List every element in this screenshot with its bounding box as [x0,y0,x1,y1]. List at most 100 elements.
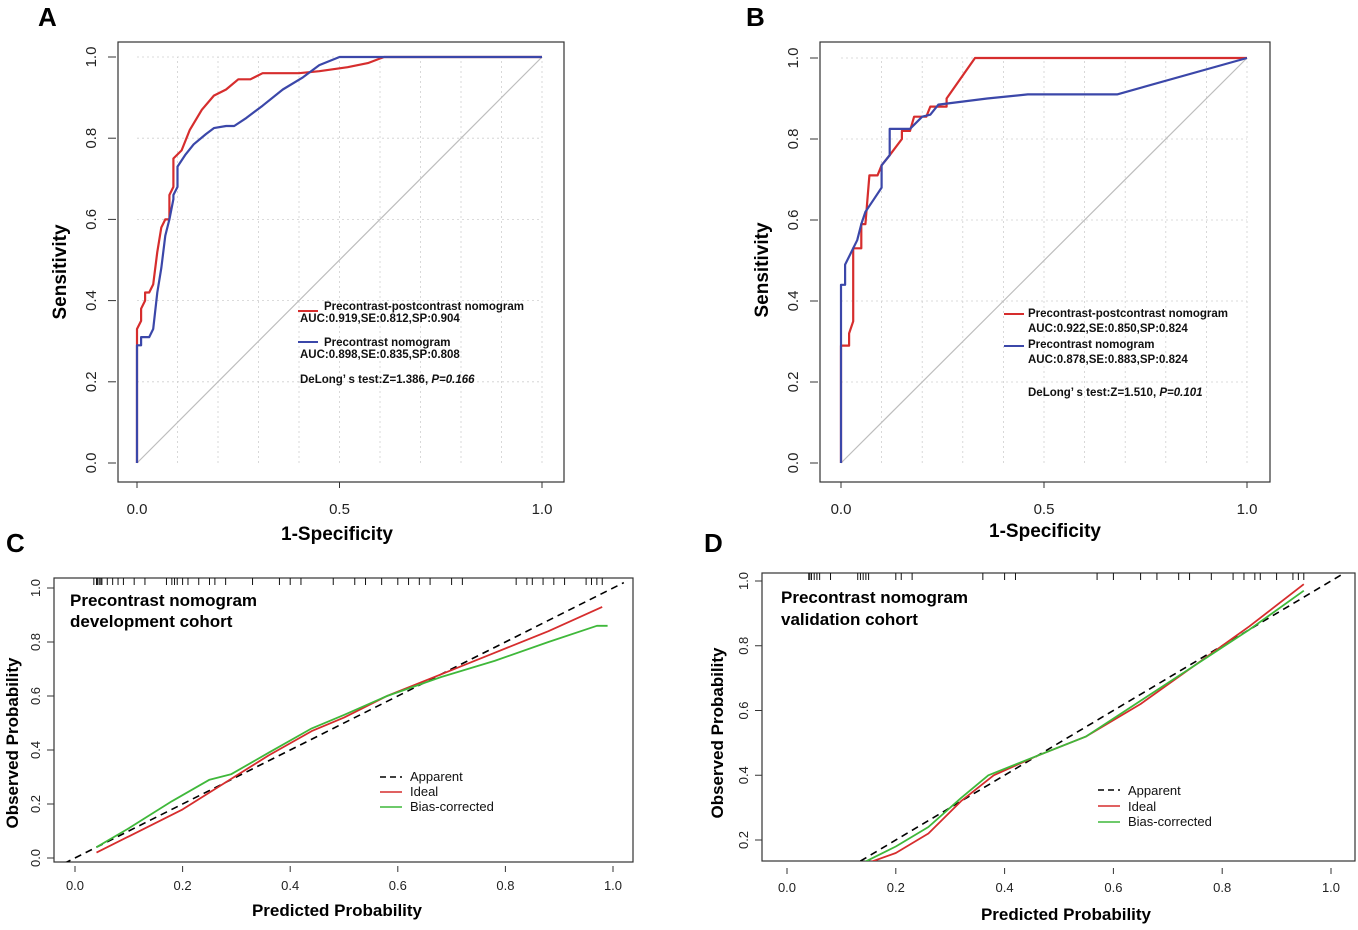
panel-c-calibration-ideal [96,606,603,854]
panel-c-y-axis-title: Observed Probability [3,657,22,829]
panel-c-y-tick-label-1: 0.2 [28,795,43,813]
panel-c-calibration-bias-corrected [96,624,608,848]
panel-b-delong-p: P=0.101 [1159,387,1202,399]
panel-b-delong-test: DeLong’ s test:Z=1.510, P=0.101 [1028,387,1203,399]
panel-b-legend-name-2: Precontrast nomogram [1028,339,1155,351]
panel-a-y-tick-label-3: 0.6 [83,209,100,230]
panel-d-legend-apparent: Apparent [1128,783,1181,798]
panel-a-reference-diagonal [136,56,543,464]
panel-c-x-axis-title: Predicted Probability [252,901,423,920]
panel-a-legend-name-1: Precontrast-postcontrast nomogram [324,301,524,313]
panel-b-legend-name-1: Precontrast-postcontrast nomogram [1028,308,1228,320]
panel-c: C 0.0 0.2 0.4 0.6 0.8 1.0 0.0 0.2 0.4 0.6 0.8 1.0 P… [3,528,634,920]
panel-c-label-line-1: Precontrast nomogram [70,591,257,610]
panel-c-x-tick-label-2: 0.4 [281,878,299,893]
panel-a-y-axis-title: Sensitivity [50,224,71,319]
panel-b-roc-series-2 [839,56,1248,463]
panel-a-frame [117,41,565,483]
panel-b-reference-diagonal [840,57,1248,464]
panel-b-delong-label: DeLong’ s test:Z=1.510, [1028,387,1159,399]
panel-b: B 0.0 0.5 1.0 0.0 0.2 0.4 0.6 0.8 1.0 1-Specific… [746,2,1271,542]
panel-c-x-tick-label-1: 0.2 [174,878,192,893]
panel-a-x-tick-label-2: 1.0 [532,501,553,518]
panel-c-y-tick-label-2: 0.4 [28,741,43,759]
panel-c-x-tick-label-3: 0.6 [389,878,407,893]
panel-d-y-tick-label-1: 0.4 [736,766,751,784]
panel-b-x-axis-title: 1-Specificity [989,521,1101,542]
panel-a-roc-series-1 [135,55,542,463]
panel-d-x-tick-label-1: 0.2 [887,880,905,895]
panel-a-delong-p: P=0.166 [431,374,475,386]
panel-a-delong-test: DeLong’ s test:Z=1.386, P=0.166 [300,374,475,386]
panel-b-y-axis-title: Sensitivity [752,222,773,317]
panel-a-legend-stats-2: AUC:0.898,SE:0.835,SP:0.808 [300,349,460,361]
panel-c-legend-ideal: Ideal [410,784,438,799]
panel-d-calibration-bias-corrected [864,589,1305,861]
panel-d-legend: Apparent Ideal Bias-corrected [1098,783,1212,829]
panel-b-y-tick-label-2: 0.4 [785,291,802,312]
panel-b-x-tick-label-2: 1.0 [1237,501,1258,518]
panel-d-y-tick-label-2: 0.6 [736,701,751,719]
panel-c-x-tick-label-0: 0.0 [66,878,84,893]
panel-c-legend-bias-corrected: Bias-corrected [410,799,494,814]
panel-b-frame [819,41,1271,483]
panel-b-y-tick-label-5: 1.0 [785,48,802,69]
panel-d-label-line-1: Precontrast nomogram [781,588,968,607]
panel-d: D 0.0 0.2 0.4 0.6 0.8 1.0 0.2 0.4 0.6 0.8 1.0 Prec… [704,528,1356,924]
panel-d-x-tick-label-2: 0.4 [996,880,1014,895]
panel-b-legend-stats-1: AUC:0.922,SE:0.850,SP:0.824 [1028,323,1188,335]
panel-a-roc-series-2 [135,55,542,463]
panel-b-legend-stats-2: AUC:0.878,SE:0.883,SP:0.824 [1028,354,1188,366]
panel-c-y-tick-label-0: 0.0 [28,849,43,867]
panel-c-y-tick-label-5: 1.0 [28,579,43,597]
panel-letter-d: D [704,528,723,558]
panel-d-y-tick-label-0: 0.2 [736,831,751,849]
panel-c-x-tick-label-5: 1.0 [604,878,622,893]
panel-a-y-tick-label-2: 0.4 [83,290,100,311]
panel-c-y-tick-label-4: 0.8 [28,633,43,651]
panel-c-calibration-apparent [65,581,625,862]
panel-d-y-axis-title: Observed Probability [708,647,727,819]
panel-c-frame [53,577,634,863]
panel-d-y-tick-label-3: 0.8 [736,637,751,655]
panel-c-ticks: 0.0 0.2 0.4 0.6 0.8 1.0 0.0 0.2 0.4 0.6 0.8 1.0 [28,579,622,893]
panel-d-legend-bias-corrected: Bias-corrected [1128,814,1212,829]
panel-d-plot-area [808,573,1343,861]
panel-a-delong-label: DeLong’ s test:Z=1.386, [300,374,431,386]
panel-c-label-line-2: development cohort [70,612,233,631]
panel-a-x-tick-label-1: 0.5 [329,501,350,518]
panel-a-y-tick-label-0: 0.0 [83,453,100,474]
panel-a-legend: Precontrast-postcontrast nomogram AUC:0.… [298,301,524,386]
panel-a-y-tick-label-5: 1.0 [83,47,100,68]
panel-d-x-tick-label-5: 1.0 [1322,880,1340,895]
panel-a-x-tick-label-0: 0.0 [127,501,148,518]
panel-b-x-tick-label-1: 0.5 [1034,501,1055,518]
panel-a-ticks: 0.0 0.5 1.0 0.0 0.2 0.4 0.6 0.8 1.0 [83,47,552,518]
panel-a: A 0.0 0.5 1.0 0.0 0.2 0.4 0.6 0.8 1.0 1-Specific… [38,2,565,545]
panel-d-frame [761,572,1356,862]
panel-b-y-tick-label-3: 0.6 [785,210,802,231]
panel-b-y-tick-label-4: 0.8 [785,129,802,150]
panel-c-legend-apparent: Apparent [410,769,463,784]
panel-d-x-tick-label-4: 0.8 [1213,880,1231,895]
panel-c-legend: Apparent Ideal Bias-corrected [380,769,494,814]
panel-a-y-tick-label-1: 0.2 [83,371,100,392]
panel-b-ticks: 0.0 0.5 1.0 0.0 0.2 0.4 0.6 0.8 1.0 [785,48,1257,518]
panel-letter-b: B [746,2,765,32]
panel-d-x-tick-label-0: 0.0 [778,880,796,895]
panel-b-y-tick-label-1: 0.2 [785,372,802,393]
panel-d-x-axis-title: Predicted Probability [981,905,1152,924]
panel-b-plot-area [839,56,1248,464]
panel-c-y-tick-label-3: 0.6 [28,687,43,705]
panel-d-y-tick-label-4: 1.0 [736,572,751,590]
panel-a-legend-name-2: Precontrast nomogram [324,337,451,349]
panel-letter-a: A [38,2,57,32]
panel-d-x-tick-label-3: 0.6 [1104,880,1122,895]
panel-letter-c: C [6,528,25,558]
panel-b-x-tick-label-0: 0.0 [831,501,852,518]
panel-d-legend-ideal: Ideal [1128,799,1156,814]
panel-d-ticks: 0.0 0.2 0.4 0.6 0.8 1.0 0.2 0.4 0.6 0.8 1.0 [736,572,1340,895]
panel-a-plot-area [135,55,543,464]
panel-c-x-tick-label-4: 0.8 [496,878,514,893]
